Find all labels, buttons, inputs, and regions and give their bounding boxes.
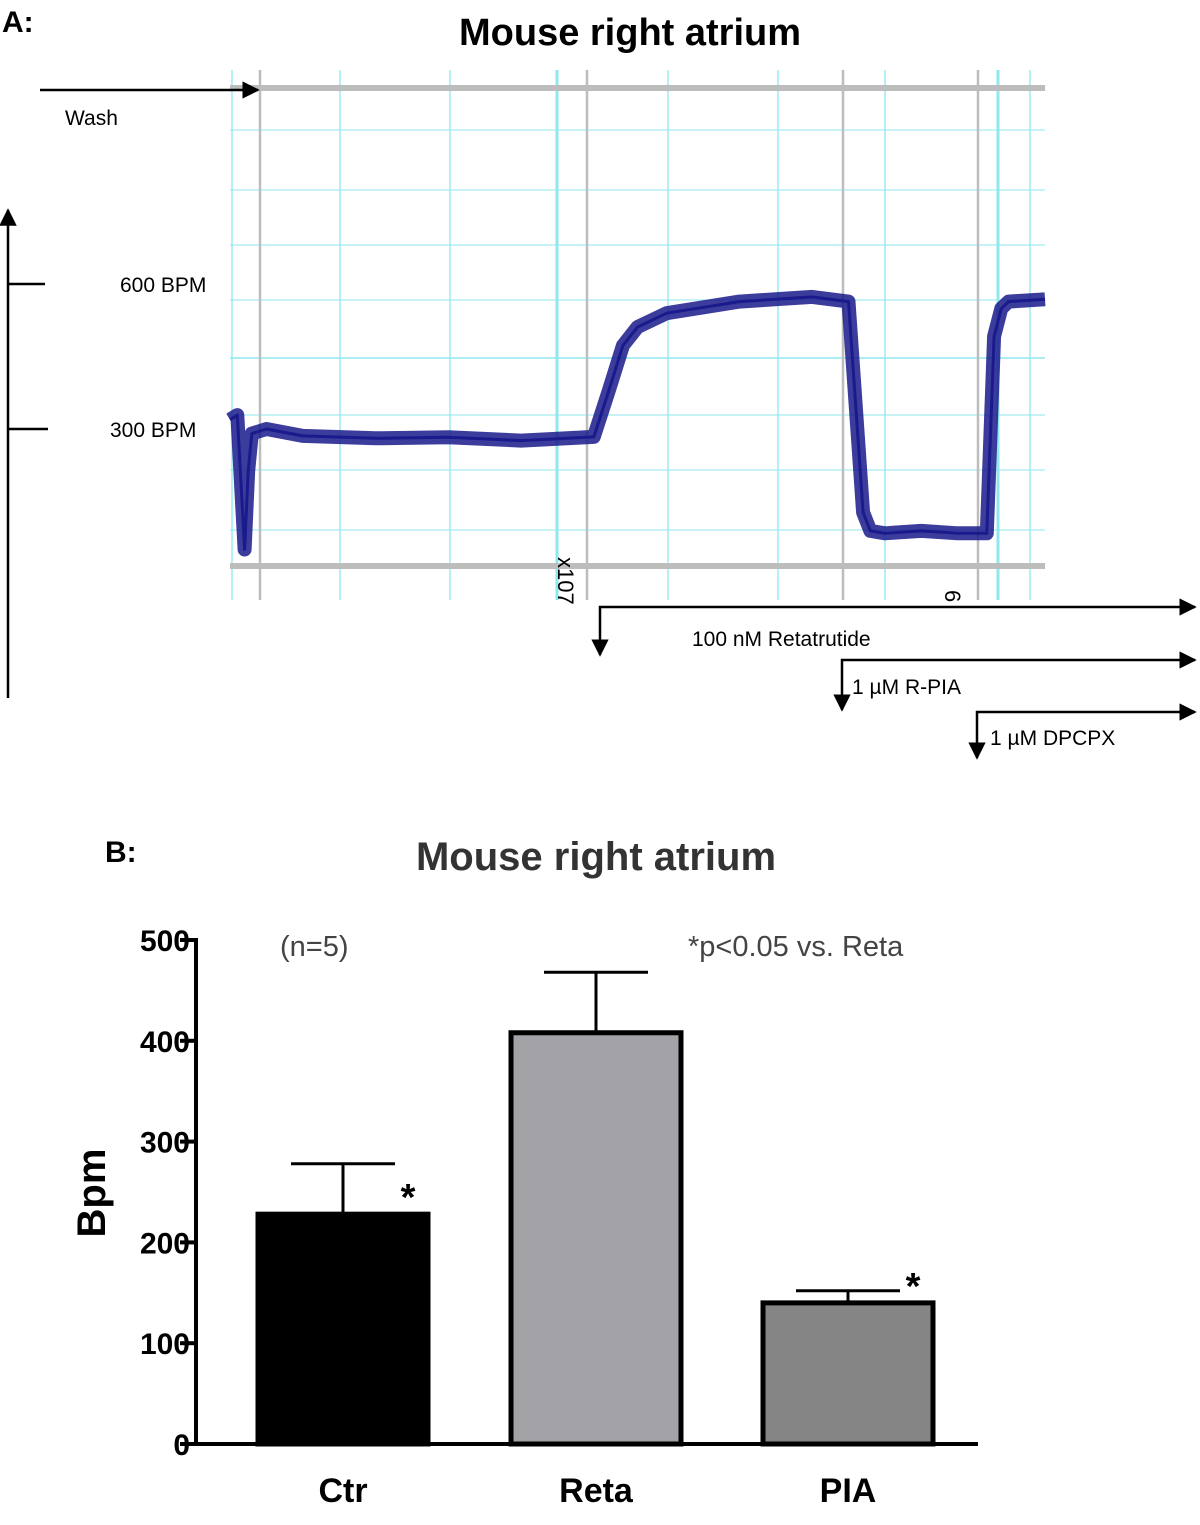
panel-b-title: Mouse right atrium (416, 835, 776, 879)
bar-ctr (255, 1211, 431, 1447)
bar-reta (508, 1030, 684, 1447)
retatrutide-arrow (591, 598, 1197, 657)
significance-note: *p<0.05 vs. Reta (688, 931, 904, 963)
y-tick-label: 500 (140, 925, 190, 958)
bar-chart: 0 100 200 300 400 500 Ctr * Reta PIA * (140, 925, 978, 1510)
trace-line (229, 295, 1046, 551)
rpia-label: 1 µM R-PIA (852, 676, 961, 699)
panel-b: B: Mouse right atrium Bpm (n=5) *p<0.05 … (70, 835, 978, 1510)
x-tick-label: PIA (820, 1472, 877, 1510)
y-tick-label: 400 (140, 1026, 190, 1059)
dpcpx-label: 1 µM DPCPX (990, 727, 1115, 750)
x-tick-label: Reta (559, 1472, 634, 1510)
panel-a-label: A: (2, 6, 34, 39)
chart-marker-label: x107 (553, 557, 578, 605)
y-tick-label: 100 (140, 1328, 190, 1361)
scale-label-300: 300 BPM (110, 419, 196, 442)
significance-star: * (401, 1177, 416, 1219)
panel-a-title: Mouse right atrium (459, 12, 801, 54)
panel-a: A: Mouse right atrium x107 6 Wash 600 BP… (0, 6, 1197, 760)
sample-size-label: (n=5) (280, 931, 349, 963)
wash-label: Wash (65, 107, 118, 130)
scale-label-600: 600 BPM (120, 274, 206, 297)
y-axis-title: Bpm (70, 1149, 114, 1238)
chart-marker-label: 6 (940, 590, 965, 602)
bar-pia (760, 1300, 936, 1447)
y-tick-label: 200 (140, 1227, 190, 1260)
x-tick-label: Ctr (318, 1472, 367, 1510)
retatrutide-label: 100 nM Retatrutide (692, 628, 871, 651)
rpia-arrow (833, 651, 1197, 712)
y-tick-label: 300 (140, 1127, 190, 1160)
significance-star: * (906, 1266, 921, 1308)
panel-b-label: B: (105, 836, 137, 869)
recording-grid (230, 70, 1045, 600)
y-tick-label: 0 (173, 1429, 190, 1462)
dpcpx-arrow (968, 703, 1197, 760)
heart-rate-trace (226, 289, 1046, 557)
trace-band (226, 289, 1046, 557)
